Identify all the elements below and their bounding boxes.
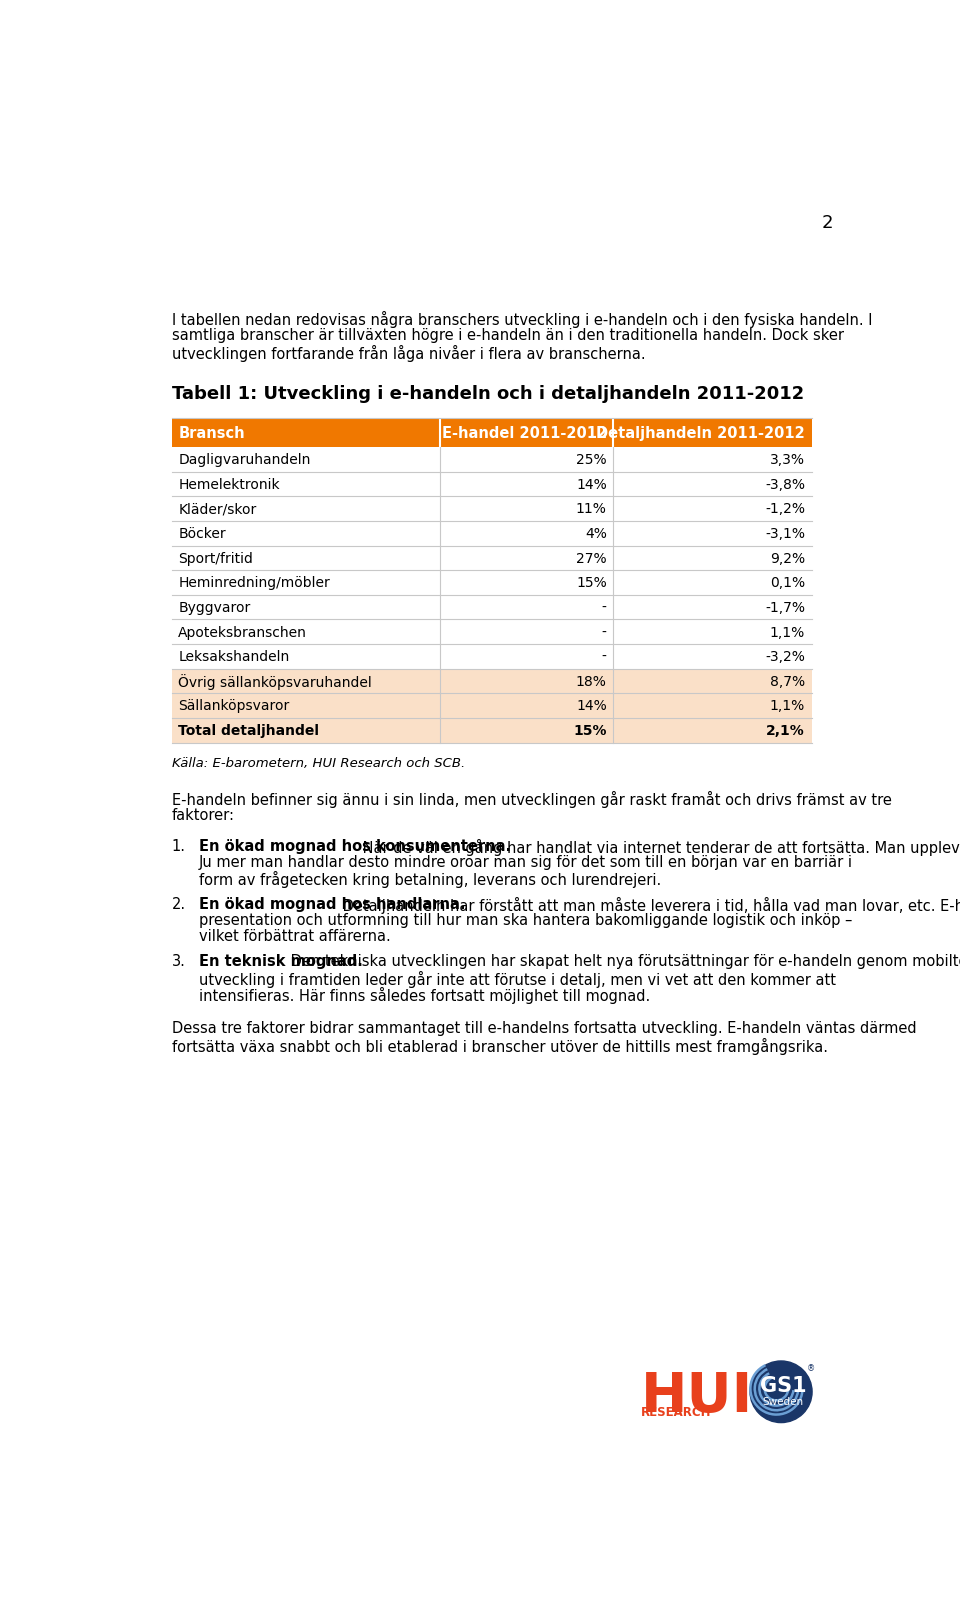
Text: 3.: 3. <box>172 954 186 970</box>
Text: RESEARCH: RESEARCH <box>641 1406 711 1418</box>
Text: 15%: 15% <box>576 576 607 591</box>
Circle shape <box>750 1361 812 1423</box>
Text: Heminredning/möbler: Heminredning/möbler <box>179 576 330 591</box>
Text: -1,7%: -1,7% <box>765 600 805 615</box>
Text: ®: ® <box>806 1364 815 1374</box>
Text: -: - <box>602 600 607 615</box>
Text: Ju mer man handlar desto mindre oroar man sig för det som till en början var en : Ju mer man handlar desto mindre oroar ma… <box>199 855 853 869</box>
Text: -3,2%: -3,2% <box>765 650 805 664</box>
Bar <box>172 717 812 743</box>
Text: En ökad mognad hos handlarna.: En ökad mognad hos handlarna. <box>199 897 466 911</box>
Text: Detaljhandeln 2011-2012: Detaljhandeln 2011-2012 <box>596 426 805 442</box>
Text: Källa: E-barometern, HUI Research och SCB.: Källa: E-barometern, HUI Research och SC… <box>172 757 466 770</box>
Text: Bransch: Bransch <box>179 426 245 442</box>
Text: 1,1%: 1,1% <box>770 700 805 714</box>
Bar <box>172 570 812 596</box>
Text: 4%: 4% <box>585 527 607 541</box>
Text: Total detaljhandel: Total detaljhandel <box>179 724 319 738</box>
Text: Sällanköpsvaror: Sällanköpsvaror <box>179 700 289 714</box>
Bar <box>172 669 812 693</box>
Text: fortsätta växa snabbt och bli etablerad i branscher utöver de hittills mest fram: fortsätta växa snabbt och bli etablerad … <box>172 1039 828 1055</box>
Text: Tabell 1: Utveckling i e-handeln och i detaljhandeln 2011-2012: Tabell 1: Utveckling i e-handeln och i d… <box>172 386 804 403</box>
Text: Dessa tre faktorer bidrar sammantaget till e-handelns fortsatta utveckling. E-ha: Dessa tre faktorer bidrar sammantaget ti… <box>172 1021 917 1036</box>
Text: I tabellen nedan redovisas några branschers utveckling i e-handeln och i den fys: I tabellen nedan redovisas några bransch… <box>172 312 873 328</box>
Text: intensifieras. Här finns således fortsatt möjlighet till mognad.: intensifieras. Här finns således fortsat… <box>199 986 650 1004</box>
Text: -: - <box>602 650 607 664</box>
Text: Sport/fritid: Sport/fritid <box>179 552 253 565</box>
Text: 14%: 14% <box>576 700 607 714</box>
Bar <box>172 520 812 546</box>
Text: Sweden: Sweden <box>763 1396 804 1407</box>
Text: 25%: 25% <box>576 453 607 467</box>
Text: Apoteksbranschen: Apoteksbranschen <box>179 626 307 639</box>
Text: GS1: GS1 <box>760 1377 806 1396</box>
Text: utveckling i framtiden leder går inte att förutse i detalj, men vi vet att den k: utveckling i framtiden leder går inte at… <box>199 970 836 988</box>
Bar <box>172 620 812 644</box>
Text: HUI: HUI <box>641 1370 753 1425</box>
Text: Övrig sällanköpsvaruhandel: Övrig sällanköpsvaruhandel <box>179 674 372 690</box>
Text: -: - <box>602 626 607 639</box>
Text: faktorer:: faktorer: <box>172 809 235 823</box>
Text: 2.: 2. <box>172 897 186 911</box>
Text: Hemelektronik: Hemelektronik <box>179 477 279 492</box>
Text: 1,1%: 1,1% <box>770 626 805 639</box>
Text: 14%: 14% <box>576 477 607 492</box>
Text: En ökad mognad hos konsumenterna.: En ökad mognad hos konsumenterna. <box>199 839 511 853</box>
Text: 1.: 1. <box>172 839 186 853</box>
Text: Byggvaror: Byggvaror <box>179 600 251 615</box>
Text: 3,3%: 3,3% <box>770 453 805 467</box>
Text: samtliga branscher är tillväxten högre i e-handeln än i den traditionella handel: samtliga branscher är tillväxten högre i… <box>172 328 844 343</box>
Bar <box>172 447 812 472</box>
Text: vilket förbättrat affärerna.: vilket förbättrat affärerna. <box>199 929 391 945</box>
Text: 11%: 11% <box>576 503 607 517</box>
Bar <box>172 596 812 620</box>
Text: Böcker: Böcker <box>179 527 226 541</box>
Bar <box>172 693 812 717</box>
Text: form av frågetecken kring betalning, leverans och lurendrejeri.: form av frågetecken kring betalning, lev… <box>199 871 661 889</box>
Text: -3,8%: -3,8% <box>765 477 805 492</box>
Text: Den tekniska utvecklingen har skapat helt nya förutsättningar för e-handeln geno: Den tekniska utvecklingen har skapat hel… <box>285 954 960 970</box>
Bar <box>172 418 812 447</box>
Text: 18%: 18% <box>576 676 607 688</box>
Text: utvecklingen fortfarande från låga nivåer i flera av branscherna.: utvecklingen fortfarande från låga nivåe… <box>172 346 645 362</box>
Bar <box>172 644 812 669</box>
Text: Dagligvaruhandeln: Dagligvaruhandeln <box>179 453 310 467</box>
Text: presentation och utformning till hur man ska hantera bakomliggande logistik och : presentation och utformning till hur man… <box>199 913 852 929</box>
Text: E-handel 2011-2012: E-handel 2011-2012 <box>442 426 607 442</box>
Text: -1,2%: -1,2% <box>765 503 805 517</box>
Bar <box>172 496 812 520</box>
Text: 2: 2 <box>822 213 833 232</box>
Text: 0,1%: 0,1% <box>770 576 805 591</box>
Text: 9,2%: 9,2% <box>770 552 805 565</box>
Bar <box>172 546 812 570</box>
Text: 2,1%: 2,1% <box>766 724 805 738</box>
Text: E-handeln befinner sig ännu i sin linda, men utvecklingen går raskt framåt och d: E-handeln befinner sig ännu i sin linda,… <box>172 791 892 809</box>
Text: En teknisk mognad.: En teknisk mognad. <box>199 954 363 970</box>
Text: Detaljhandeln har förstått att man måste leverera i tid, hålla vad man lovar, et: Detaljhandeln har förstått att man måste… <box>338 897 960 914</box>
Text: Leksakshandeln: Leksakshandeln <box>179 650 289 664</box>
Text: 8,7%: 8,7% <box>770 676 805 688</box>
Text: -3,1%: -3,1% <box>765 527 805 541</box>
Bar <box>172 472 812 496</box>
Text: 27%: 27% <box>576 552 607 565</box>
Text: 15%: 15% <box>573 724 607 738</box>
Text: Kläder/skor: Kläder/skor <box>179 503 256 517</box>
Text: När de väl en gång har handlat via internet tenderar de att fortsätta. Man upple: När de väl en gång har handlat via inter… <box>358 839 960 857</box>
